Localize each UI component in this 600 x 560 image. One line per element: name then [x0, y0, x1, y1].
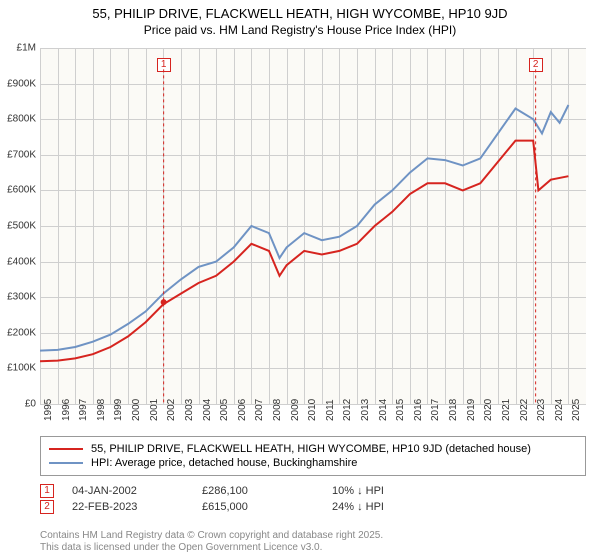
footnote-line: This data is licensed under the Open Gov… [40, 542, 383, 554]
price-cell: £615,000 [202, 501, 332, 513]
chart-container: 55, PHILIP DRIVE, FLACKWELL HEATH, HIGH … [0, 0, 600, 560]
footnote-line: Contains HM Land Registry data © Crown c… [40, 530, 383, 542]
date-cell: 22-FEB-2023 [72, 501, 202, 513]
y-axis-label: £800K [0, 114, 36, 125]
y-axis-label: £300K [0, 292, 36, 303]
diff-cell: 10% ↓ HPI [332, 485, 462, 497]
marker-badge: 2 [40, 500, 54, 514]
y-axis-label: £200K [0, 327, 36, 338]
sales-table: 1 04-JAN-2002 £286,100 10% ↓ HPI 2 22-FE… [40, 482, 586, 516]
diff-cell: 24% ↓ HPI [332, 501, 462, 513]
table-row: 1 04-JAN-2002 £286,100 10% ↓ HPI [40, 484, 586, 498]
y-axis-label: £100K [0, 363, 36, 374]
y-axis-label: £0 [0, 399, 36, 410]
chart-svg [40, 48, 586, 404]
y-axis-label: £600K [0, 185, 36, 196]
legend-label: HPI: Average price, detached house, Buck… [91, 457, 357, 469]
series-line-blue [40, 105, 568, 351]
marker-badge: 1 [40, 484, 54, 498]
legend-label: 55, PHILIP DRIVE, FLACKWELL HEATH, HIGH … [91, 443, 531, 455]
footnote: Contains HM Land Registry data © Crown c… [40, 530, 383, 554]
y-axis-label: £700K [0, 149, 36, 160]
chart-area: £0£100K£200K£300K£400K£500K£600K£700K£80… [40, 48, 586, 404]
legend-item: 55, PHILIP DRIVE, FLACKWELL HEATH, HIGH … [49, 443, 577, 455]
y-axis-label: £400K [0, 256, 36, 267]
legend: 55, PHILIP DRIVE, FLACKWELL HEATH, HIGH … [40, 436, 586, 476]
price-cell: £286,100 [202, 485, 332, 497]
legend-swatch [49, 462, 83, 464]
date-cell: 04-JAN-2002 [72, 485, 202, 497]
y-axis-label: £900K [0, 78, 36, 89]
title-line-2: Price paid vs. HM Land Registry's House … [0, 23, 600, 37]
y-axis-label: £1M [0, 43, 36, 54]
legend-swatch [49, 448, 83, 450]
title-line-1: 55, PHILIP DRIVE, FLACKWELL HEATH, HIGH … [0, 6, 600, 21]
legend-item: HPI: Average price, detached house, Buck… [49, 457, 577, 469]
titles: 55, PHILIP DRIVE, FLACKWELL HEATH, HIGH … [0, 0, 600, 37]
y-axis-label: £500K [0, 221, 36, 232]
sale-point [161, 299, 167, 305]
table-row: 2 22-FEB-2023 £615,000 24% ↓ HPI [40, 500, 586, 514]
